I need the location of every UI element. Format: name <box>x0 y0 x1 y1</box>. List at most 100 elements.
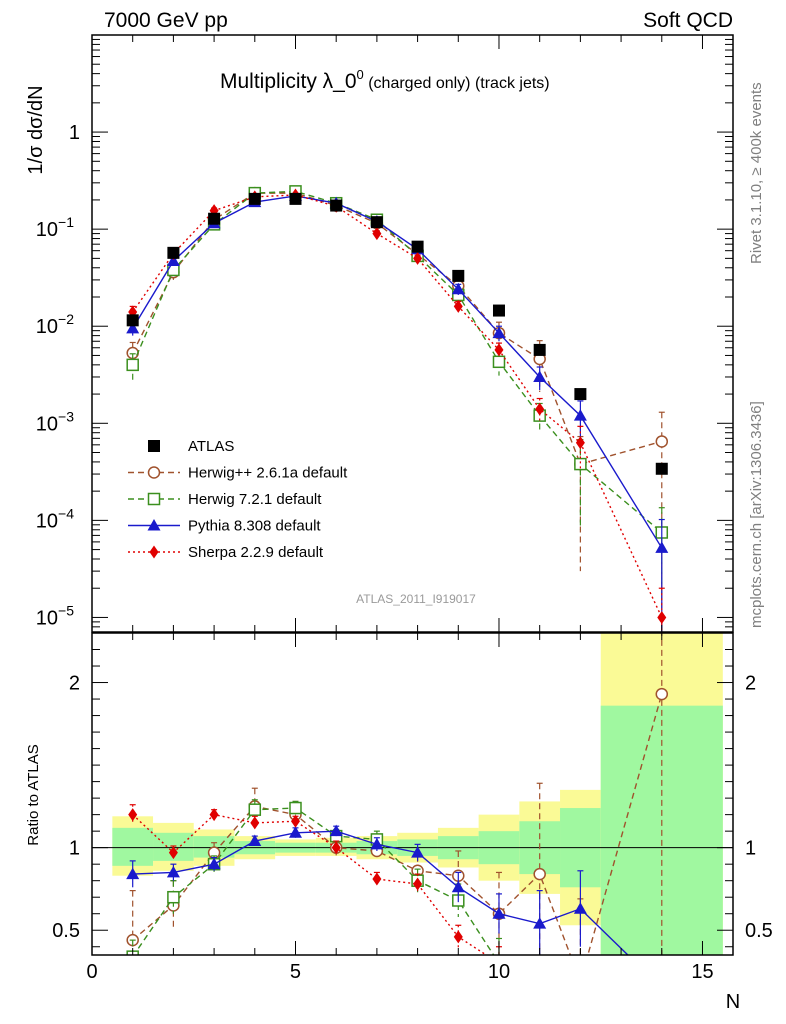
ratio-point-herwig-7-2-1-default <box>656 974 667 985</box>
ratio-point-pythia-8-308-default <box>411 846 425 858</box>
series-point-sherpa-2-2-9-default <box>494 343 504 357</box>
atlas-data-point <box>492 304 505 317</box>
series-point-pythia-8-308-default <box>655 541 669 553</box>
analysis-id-label: ATLAS_2011_I919017 <box>356 592 476 606</box>
ratio-point-sherpa-2-2-9-default <box>128 808 138 822</box>
series-point-sherpa-2-2-9-default <box>535 402 545 416</box>
series-point-pythia-8-308-default <box>573 409 587 421</box>
rivet-version-label: Rivet 3.1.10, ≥ 400k events <box>748 82 765 264</box>
y-axis-label-ratio: Ratio to ATLAS <box>25 744 42 845</box>
ratio-point-herwig-7-2-1-default <box>167 890 180 904</box>
ratio-point-pythia-8-308-default <box>492 907 506 919</box>
atlas-data-point <box>208 212 221 225</box>
x-tick-label: 10 <box>488 961 510 983</box>
ratio-point-pythia-8-308-default <box>248 834 262 847</box>
legend-label-atlas: ATLAS <box>188 438 234 455</box>
atlas-data-point <box>411 240 424 253</box>
ratio-point-pythia-8-308-default <box>370 837 384 850</box>
y-tick-label-main: 10−1 <box>36 214 74 241</box>
ratio-point-pythia-8-308-default <box>166 865 180 878</box>
atlas-data-point <box>452 269 465 282</box>
series-point-sherpa-2-2-9-default <box>453 299 463 313</box>
ratio-point-herwig-7-2-1-default <box>575 983 586 994</box>
ratio-band-stat-0 <box>112 827 154 866</box>
ratio-point-sherpa-2-2-9-default <box>372 872 382 886</box>
main-series <box>126 185 669 632</box>
ratio-point-pythia-8-308-default <box>288 826 302 838</box>
atlas-data-point <box>330 199 343 212</box>
ratio-point-herwig-7-2-1-default <box>289 801 302 815</box>
ratio-point-pythia-8-308-default <box>207 857 221 870</box>
series-point-pythia-8-308-default <box>126 321 140 334</box>
ratio-point-herwig-2-6-1a-default <box>533 867 546 881</box>
y-tick-label-main: 10−3 <box>36 408 74 435</box>
atlas-data-point <box>574 388 587 401</box>
ratio-point-pythia-8-308-default <box>126 867 140 880</box>
legend-label-pythia-8-308-default: Pythia 8.308 default <box>188 518 321 535</box>
y-tick-label-ratio: 2 <box>69 673 80 695</box>
ratio-point-sherpa-2-2-9-default <box>413 877 423 891</box>
x-tick-label: 0 <box>86 961 97 983</box>
legend-marker-atlas <box>148 440 160 452</box>
ratio-point-pythia-8-308-default <box>655 982 668 994</box>
atlas-data-point <box>126 314 139 327</box>
legend-marker-herwig-2-6-1a-default <box>147 466 161 479</box>
ratio-point-sherpa-2-2-9-default <box>576 982 585 995</box>
y-tick-label-ratio-right: 0.5 <box>745 920 773 942</box>
ratio-point-sherpa-2-2-9-default <box>168 846 178 860</box>
ratio-uncertainty-bands <box>92 633 733 955</box>
ratio-point-sherpa-2-2-9-default <box>657 990 666 1003</box>
ratio-point-pythia-8-308-default <box>533 917 547 929</box>
series-point-sherpa-2-2-9-default <box>413 251 423 265</box>
series-point-sherpa-2-2-9-default <box>657 610 667 624</box>
main-plot-frame <box>91 34 734 633</box>
chart-title: Multiplicity λ_00 (charged only) (track … <box>220 67 550 93</box>
series-point-pythia-8-308-default <box>451 282 465 295</box>
series-point-herwig-2-6-1a-default <box>655 435 669 448</box>
x-tick-label: 5 <box>290 961 301 983</box>
series-point-herwig-7-2-1-default <box>574 457 587 471</box>
x-tick-label: 15 <box>691 961 713 983</box>
y-tick-label-ratio-right: 2 <box>745 673 756 695</box>
ratio-point-sherpa-2-2-9-default <box>250 816 260 830</box>
ratio-point-sherpa-2-2-9-default <box>331 841 341 855</box>
atlas-data-point <box>289 192 302 205</box>
legend-label-sherpa-2-2-9-default: Sherpa 2.2.9 default <box>188 544 324 561</box>
ratio-point-sherpa-2-2-9-default <box>290 814 300 828</box>
ratio-point-sherpa-2-2-9-default <box>209 808 219 822</box>
ratio-point-pythia-8-308-default <box>451 880 465 893</box>
energy-label: 7000 GeV pp <box>104 9 228 32</box>
ratio-point-pythia-8-308-default <box>573 902 587 914</box>
series-point-pythia-8-308-default <box>492 326 506 339</box>
y-tick-label-ratio-right: 1 <box>745 838 756 860</box>
legend-marker-herwig-7-2-1-default <box>147 492 161 506</box>
category-label: Soft QCD <box>643 9 733 32</box>
atlas-data-point <box>370 216 383 229</box>
ratio-series <box>126 633 669 1003</box>
atlas-data-point <box>167 246 180 259</box>
series-point-herwig-7-2-1-default <box>492 355 506 369</box>
series-line-herwig-2-6-1a-default <box>132 192 662 465</box>
y-tick-label-main: 10−5 <box>36 602 74 629</box>
atlas-data-point <box>655 462 668 475</box>
mcplots-reference-label: mcplots.cern.ch [arXiv:1306.3436] <box>748 401 765 628</box>
ratio-point-herwig-7-2-1-default <box>534 974 545 985</box>
axes: 0 5 10 15 10−5 10−4 10−3 10−2 10−1 1 0.5 0.5 1 1 2 2 <box>36 34 773 983</box>
legend: ATLAS Herwig++ 2.6.1a default Herwig 7.2.1… <box>128 438 348 561</box>
legend-label-herwig-7-2-1-default: Herwig 7.2.1 default <box>188 491 322 508</box>
series-point-pythia-8-308-default <box>533 370 547 382</box>
y-tick-label-main: 10−2 <box>36 311 74 338</box>
ratio-point-herwig-7-2-1-default <box>248 803 262 816</box>
series-point-pythia-8-308-default <box>166 254 180 266</box>
x-axis-label: N <box>726 991 740 1013</box>
ratio-plot-frame <box>91 632 734 956</box>
atlas-data-point <box>533 343 546 356</box>
y-tick-label-main: 1 <box>69 122 80 144</box>
series-point-sherpa-2-2-9-default <box>575 436 585 450</box>
ratio-point-pythia-8-308-default <box>329 824 343 837</box>
ratio-point-herwig-2-6-1a-default <box>575 976 586 987</box>
atlas-data-point <box>248 192 261 205</box>
legend-marker-pythia-8-308-default <box>147 519 161 531</box>
y-axis-label-main: 1/σ dσ/dN <box>25 85 47 174</box>
